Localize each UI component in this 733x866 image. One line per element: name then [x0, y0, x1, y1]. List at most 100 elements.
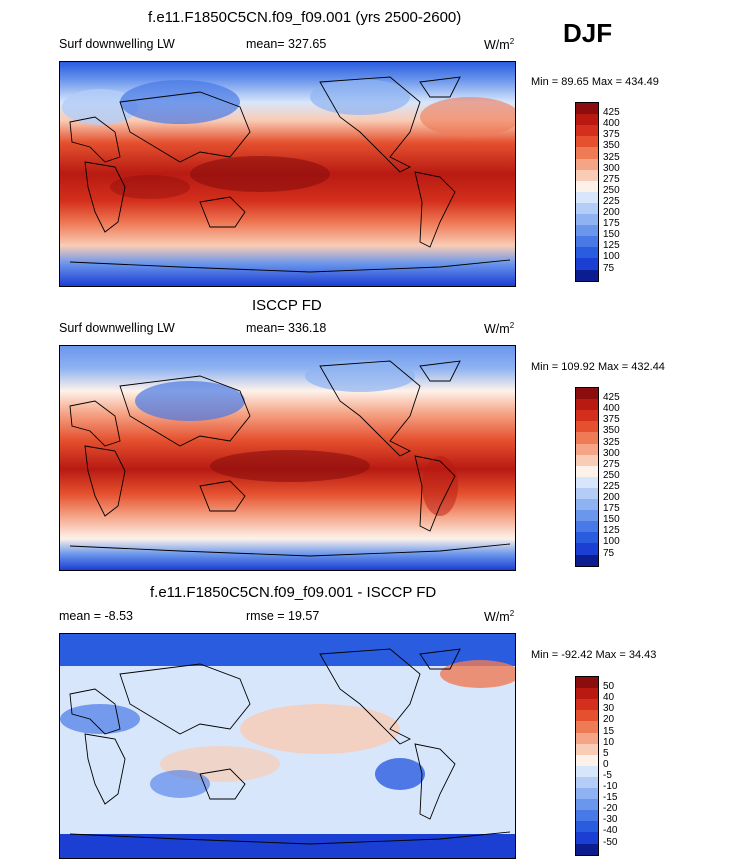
panel-units-label: W/m2: [484, 37, 514, 52]
colorbar-segment: [576, 732, 598, 745]
colorbar-box: [575, 676, 599, 856]
map-svg: [60, 634, 515, 858]
colorbar-tick-label: 350: [603, 140, 620, 152]
colorbar-segment: [576, 125, 598, 137]
colorbar-box: [575, 387, 599, 567]
colorbar-segment: [576, 443, 598, 456]
colorbar-tick-label: 425: [603, 392, 620, 404]
panel-mean-label: mean= 327.65: [246, 37, 327, 51]
colorbar-tick-label: 125: [603, 525, 620, 537]
colorbar-tick-label: 275: [603, 173, 620, 185]
panel-title: ISCCP FD: [252, 297, 322, 314]
colorbar-tick-label: 50: [603, 681, 615, 693]
colorbar-segment: [576, 710, 598, 722]
units-sup: 2: [509, 321, 515, 330]
colorbar-tick-label: 75: [603, 262, 615, 274]
colorbar-segment: [576, 191, 598, 204]
colorbar-tick-label: 200: [603, 492, 620, 503]
colorbar-segment: [576, 454, 598, 467]
colorbar-tick-label: 425: [603, 107, 620, 119]
colorbar-segment: [576, 103, 598, 115]
panel-units-label: W/m2: [484, 609, 514, 624]
colorbar-segment: [576, 543, 598, 555]
colorbar-tick-label: -15: [603, 792, 618, 804]
colorbar-tick-label: 175: [603, 218, 620, 230]
colorbar-tick-label: 300: [603, 162, 620, 174]
colorbar-tick-label: 225: [603, 480, 620, 492]
colorbar-box: [575, 102, 599, 282]
colorbar-segment: [576, 821, 598, 833]
colorbar-tick-label: 175: [603, 503, 620, 515]
colorbar-tick-label: 325: [603, 436, 620, 448]
colorbar-tick-label: -30: [603, 814, 618, 826]
colorbar-segment: [576, 832, 598, 844]
colorbar-segment: [576, 499, 598, 511]
colorbar-segment: [576, 269, 598, 282]
colorbar-segment: [576, 510, 598, 522]
colorbar-segment: [576, 788, 598, 800]
colorbar-segment: [576, 521, 598, 533]
colorbar-tick-label: 375: [603, 414, 620, 426]
colorbar-tick-label: 300: [603, 447, 620, 459]
colorbar-segment: [576, 677, 598, 689]
colorbar-segment: [576, 388, 598, 400]
colorbar-tick-label: 225: [603, 195, 620, 207]
colorbar-segment: [576, 214, 598, 226]
minmax-label: Min = -92.42 Max = 34.43: [531, 649, 657, 661]
colorbar-tick-label: 350: [603, 425, 620, 437]
panel-units-label: W/m2: [484, 321, 514, 336]
colorbar-tick-label: 400: [603, 403, 620, 415]
units-sup: 2: [509, 37, 515, 46]
colorbar-segment: [576, 688, 598, 700]
colorbar-segment: [576, 432, 598, 444]
heatmap-map: [59, 345, 516, 571]
colorbar-tick-label: 75: [603, 547, 615, 559]
colorbar-tick-label: 275: [603, 458, 620, 470]
colorbar-segment: [576, 532, 598, 544]
colorbar-segment: [576, 158, 598, 171]
colorbar-tick-label: 10: [603, 736, 615, 748]
colorbar-segment: [576, 236, 598, 248]
panel-left-label: Surf downwelling LW: [59, 321, 175, 335]
colorbar-tick-label: 5: [603, 747, 609, 759]
colorbar-tick-label: 20: [603, 714, 615, 726]
colorbar-segment: [576, 399, 598, 411]
colorbar-tick-label: 400: [603, 118, 620, 130]
colorbar-tick-label: -50: [603, 836, 618, 848]
colorbar-segment: [576, 465, 598, 478]
minmax-label: Min = 89.65 Max = 434.49: [531, 76, 659, 88]
colorbar-tick-label: -20: [603, 803, 618, 815]
heatmap-map: [59, 633, 516, 859]
colorbar-tick-label: 100: [603, 536, 620, 548]
map-svg: [60, 346, 515, 570]
units-text: W/m: [484, 38, 510, 53]
colorbar-tick-label: 125: [603, 240, 620, 252]
units-text: W/m: [484, 322, 510, 337]
panel-mean-label: mean= 336.18: [246, 321, 327, 335]
colorbar-tick-label: -10: [603, 781, 618, 792]
colorbar-tick-label: 250: [603, 184, 620, 196]
colorbar-segment: [576, 487, 598, 500]
season-label: DJF: [563, 18, 613, 48]
colorbar-tick-label: 0: [603, 758, 609, 770]
colorbar-segment: [576, 799, 598, 811]
colorbar-segment: [576, 554, 598, 567]
colorbar-segment: [576, 743, 598, 756]
panel-left-label: Surf downwelling LW: [59, 37, 175, 51]
colorbar-segment: [576, 410, 598, 422]
colorbar-segment: [576, 147, 598, 159]
colorbar-tick-label: 15: [603, 725, 615, 737]
colorbar-tick-label: 375: [603, 129, 620, 141]
colorbar-tick-label: 150: [603, 514, 620, 526]
colorbar-tick-label: 30: [603, 703, 615, 715]
colorbar-segment: [576, 721, 598, 733]
map-svg: [60, 62, 515, 286]
colorbar-segment: [576, 114, 598, 126]
units-text: W/m: [484, 610, 510, 625]
colorbar-segment: [576, 169, 598, 182]
colorbar-segment: [576, 810, 598, 822]
colorbar-tick-label: 325: [603, 151, 620, 163]
colorbar-segment: [576, 136, 598, 148]
colorbar-segment: [576, 699, 598, 711]
colorbar-tick-label: 200: [603, 207, 620, 218]
